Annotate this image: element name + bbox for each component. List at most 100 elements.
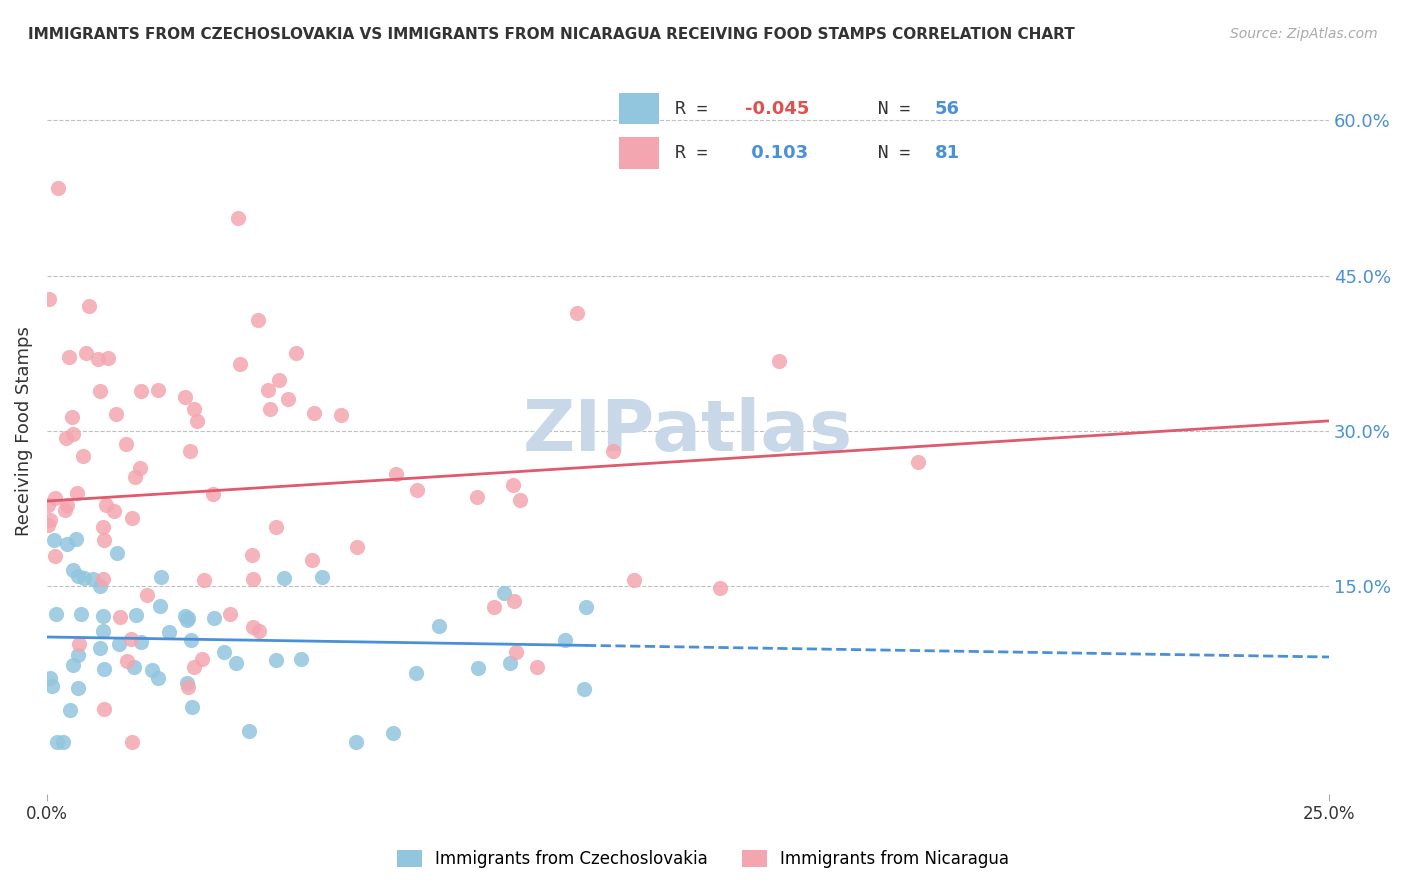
Point <box>554 632 576 647</box>
Point <box>77 299 100 313</box>
Point <box>177 611 200 625</box>
Text: IMMIGRANTS FROM CZECHOSLOVAKIA VS IMMIGRANTS FROM NICARAGUA RECEIVING FOOD STAMP: IMMIGRANTS FROM CZECHOSLOVAKIA VS IMMIGR… <box>28 27 1074 42</box>
Point <box>115 654 138 668</box>
Point <box>484 599 506 614</box>
Point <box>129 384 152 399</box>
Point <box>91 624 114 638</box>
Point <box>58 350 80 364</box>
Point <box>177 680 200 694</box>
Point <box>176 675 198 690</box>
Point <box>93 662 115 676</box>
Point <box>229 357 252 371</box>
Point <box>181 699 204 714</box>
Point <box>124 469 146 483</box>
Text: R =: R = <box>675 144 718 161</box>
Point <box>146 671 169 685</box>
Point <box>623 573 645 587</box>
Point <box>55 431 77 445</box>
Point <box>122 660 145 674</box>
Text: 56: 56 <box>935 100 959 118</box>
Point <box>267 373 290 387</box>
Point <box>246 312 269 326</box>
Point <box>575 600 598 615</box>
Point <box>567 306 589 320</box>
Point <box>46 735 69 749</box>
Point <box>89 579 111 593</box>
Point <box>709 582 731 596</box>
Point <box>141 663 163 677</box>
Point <box>70 607 93 621</box>
Point <box>346 540 368 554</box>
Point <box>249 624 271 638</box>
Point <box>72 571 94 585</box>
Text: 0.103: 0.103 <box>745 144 808 161</box>
Point <box>174 608 197 623</box>
Point <box>91 572 114 586</box>
Point <box>427 619 450 633</box>
Text: N =: N = <box>856 144 921 161</box>
Point <box>62 427 84 442</box>
Point <box>89 384 111 399</box>
Point <box>110 610 132 624</box>
Point <box>467 490 489 504</box>
Point <box>505 645 527 659</box>
Point <box>67 569 90 583</box>
Point <box>44 491 66 505</box>
Point <box>53 502 76 516</box>
Point <box>62 657 84 672</box>
Point <box>103 504 125 518</box>
Point <box>502 594 524 608</box>
Point <box>37 498 59 512</box>
Point <box>66 486 89 500</box>
Text: -0.045: -0.045 <box>745 100 810 118</box>
Point <box>264 519 287 533</box>
Point <box>509 492 531 507</box>
Point <box>121 511 143 525</box>
Text: ZIPatlas: ZIPatlas <box>523 397 853 466</box>
Y-axis label: Receiving Food Stamps: Receiving Food Stamps <box>15 326 32 536</box>
Point <box>91 520 114 534</box>
Point <box>226 211 249 226</box>
Point <box>136 588 159 602</box>
Point <box>128 461 150 475</box>
Point <box>302 406 325 420</box>
Point <box>115 436 138 450</box>
Point <box>405 666 427 681</box>
Point <box>193 573 215 587</box>
Point <box>266 653 288 667</box>
Point <box>574 681 596 696</box>
Point <box>44 549 66 563</box>
Point <box>406 483 429 498</box>
FancyBboxPatch shape <box>620 93 659 124</box>
Point <box>45 607 67 622</box>
Point <box>65 532 87 546</box>
Point <box>93 533 115 547</box>
Text: 81: 81 <box>935 144 959 161</box>
Point <box>186 414 208 428</box>
Point <box>240 548 263 562</box>
Point <box>176 613 198 627</box>
Point <box>120 632 142 646</box>
Point <box>526 660 548 674</box>
Point <box>150 570 173 584</box>
Point <box>344 735 367 749</box>
Point <box>41 679 63 693</box>
Point <box>183 401 205 416</box>
Point <box>277 392 299 406</box>
Point <box>494 586 516 600</box>
Point <box>768 353 790 368</box>
Point <box>104 407 127 421</box>
Point <box>93 701 115 715</box>
Point <box>273 570 295 584</box>
Point <box>38 292 60 306</box>
Point <box>52 735 75 749</box>
Point <box>67 637 90 651</box>
Point <box>259 402 281 417</box>
Point <box>149 599 172 613</box>
FancyBboxPatch shape <box>620 137 659 169</box>
Point <box>97 351 120 365</box>
Point <box>502 478 524 492</box>
Point <box>66 681 89 695</box>
Point <box>242 572 264 586</box>
Legend: Immigrants from Czechoslovakia, Immigrants from Nicaragua: Immigrants from Czechoslovakia, Immigran… <box>391 843 1015 875</box>
